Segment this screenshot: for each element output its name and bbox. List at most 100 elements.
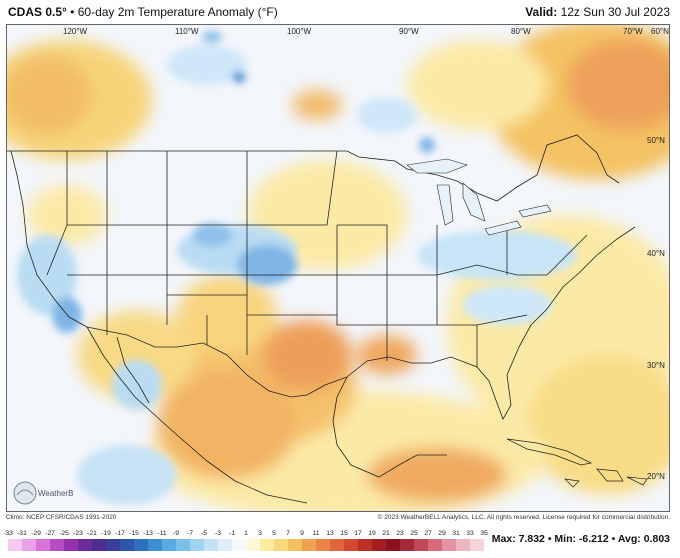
lat-label-40n: 40°N (647, 249, 665, 258)
colorbar-tick-label: 23 (396, 530, 404, 537)
lon-label-80w: 80°W (511, 27, 531, 36)
lat-label-60n: 60°N (651, 27, 669, 36)
lat-label-30n: 30°N (647, 361, 665, 370)
colorbar-tick-label: 35 (480, 530, 488, 537)
colorbar-swatch (78, 539, 92, 551)
weatherbell-logo: WeatherBELL (13, 481, 74, 505)
colorbar-tick-label: -13 (143, 530, 153, 537)
colorbar-swatch (106, 539, 120, 551)
colorbar-swatch (414, 539, 428, 551)
product-name: 60-day 2m Temperature Anomaly (°F) (77, 5, 278, 19)
colorbar-tick-label: -25 (59, 530, 69, 537)
colorbar-swatch (344, 539, 358, 551)
model-name: CDAS 0.5° (8, 5, 67, 19)
colorbar-tick-label: 3 (258, 530, 262, 537)
lat-label-20n: 20°N (647, 472, 665, 481)
colorbar-tick-label: 33 (466, 530, 474, 537)
title-separator: • (70, 5, 75, 19)
colorbar: -33 -31 -29 -27 -25 -23 -21 -19 -17 -15 -13 -11 -9 -7… (4, 530, 488, 551)
colorbar-tick-label: 21 (382, 530, 390, 537)
lon-label-110w: 110°W (175, 27, 199, 36)
cool-anomaly-field (17, 31, 577, 505)
lon-label-120w: 120°W (63, 27, 88, 36)
colorbar-swatch (442, 539, 456, 551)
max-value: 7.832 (518, 533, 545, 545)
colorbar-swatch (92, 539, 106, 551)
colorbar-tick-label: -17 (115, 530, 125, 537)
caribbean-islands (506, 438, 648, 488)
colorbar-tick-label: -33 (4, 530, 13, 537)
colorbar-swatch (148, 539, 162, 551)
colorbar-tick-label: -7 (187, 530, 193, 537)
colorbar-swatch (246, 539, 260, 551)
colorbar-swatch (316, 539, 330, 551)
colorbar-tick-label: 27 (424, 530, 432, 537)
colorbar-tick-label: -19 (101, 530, 111, 537)
colorbar-tick-label: -31 (17, 530, 27, 537)
min-label: Min: (554, 533, 576, 545)
lon-label-70w: 70°W (623, 27, 643, 36)
colorbar-swatch (372, 539, 386, 551)
field-stats: Max: 7.832 • Min: -6.212 • Avg: 0.803 (491, 533, 670, 545)
colorbar-tick-label: -9 (173, 530, 179, 537)
colorbar-tick-label: -1 (229, 530, 235, 537)
colorbar-tick-label: 13 (326, 530, 334, 537)
colorbar-swatch (134, 539, 148, 551)
climo-note: Climo: NCEP CFSR/CDAS 1991-2020 (6, 514, 117, 521)
colorbar-swatch (400, 539, 414, 551)
colorbar-swatch (302, 539, 316, 551)
colorbar-swatch (456, 539, 470, 551)
map-canvas: 120°W 110°W 100°W 90°W 80°W 70°W 60°N 50… (7, 25, 669, 511)
anomaly-map: 120°W 110°W 100°W 90°W 80°W 70°W 60°N 50… (6, 24, 670, 512)
colorbar-swatch (232, 539, 246, 551)
colorbar-swatch (162, 539, 176, 551)
max-label: Max: (491, 533, 516, 545)
colorbar-tick-label: 19 (368, 530, 376, 537)
colorbar-swatch (288, 539, 302, 551)
lon-label-90w: 90°W (399, 27, 419, 36)
great-lakes (406, 158, 552, 236)
colorbar-swatch (330, 539, 344, 551)
colorbar-tick-label: -15 (129, 530, 139, 537)
colorbar-swatch (428, 539, 442, 551)
header: CDAS 0.5° • 60-day 2m Temperature Anomal… (0, 0, 680, 24)
colorbar-tick-label: 29 (438, 530, 446, 537)
colorbar-tick-label: 1 (244, 530, 248, 537)
colorbar-swatch (386, 539, 400, 551)
colorbar-tick-label: -3 (215, 530, 221, 537)
lat-label-50n: 50°N (647, 136, 665, 145)
avg-value: 0.803 (643, 533, 670, 545)
colorbar-swatch (218, 539, 232, 551)
map-title: CDAS 0.5° • 60-day 2m Temperature Anomal… (8, 5, 278, 19)
colorbar-tick-label: 15 (340, 530, 348, 537)
colorbar-swatch (274, 539, 288, 551)
colorbar-swatch (36, 539, 50, 551)
colorbar-tick-label: -27 (45, 530, 55, 537)
logo-text: WeatherBELL (38, 489, 74, 498)
valid-time-value: 12z Sun 30 Jul 2023 (560, 5, 670, 19)
colorbar-swatch (120, 539, 134, 551)
colorbar-tick-label: 9 (300, 530, 304, 537)
colorbar-swatch (470, 539, 484, 551)
valid-label: Valid: (525, 5, 558, 19)
lon-label-100w: 100°W (287, 27, 312, 36)
colorbar-swatch (190, 539, 204, 551)
colorbar-swatch (50, 539, 64, 551)
colorbar-tick-label: 17 (354, 530, 362, 537)
colorbar-tick-label: -21 (87, 530, 97, 537)
colorbar-swatch (22, 539, 36, 551)
colorbar-swatch (204, 539, 218, 551)
colorbar-tick-label: 11 (312, 530, 319, 537)
colorbar-swatch (260, 539, 274, 551)
colorbar-swatch (176, 539, 190, 551)
colorbar-swatch (64, 539, 78, 551)
boundaries (7, 134, 636, 504)
colorbar-tick-label: 25 (410, 530, 418, 537)
avg-label: Avg: (617, 533, 641, 545)
min-value: -6.212 (578, 533, 609, 545)
colorbar-swatch (358, 539, 372, 551)
colorbar-swatch (8, 539, 22, 551)
copyright-note: © 2023 WeatherBELL Analytics, LLC. All r… (377, 514, 670, 521)
colorbar-tick-label: 5 (272, 530, 276, 537)
colorbar-tick-label: 7 (286, 530, 290, 537)
